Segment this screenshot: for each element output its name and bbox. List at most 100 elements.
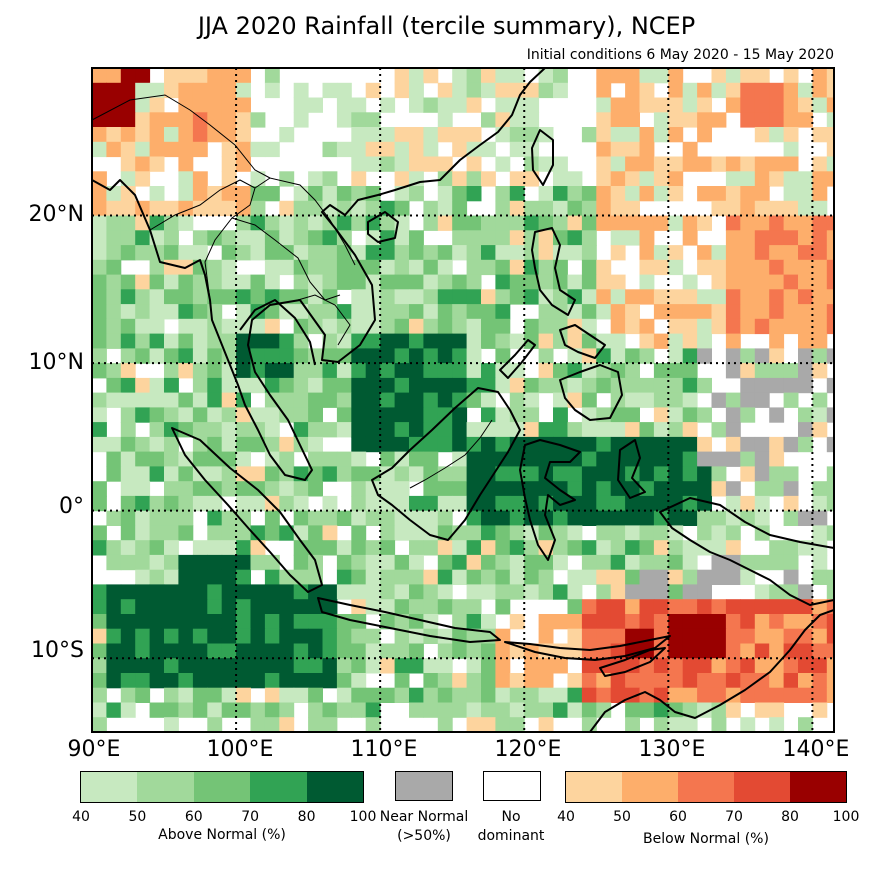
tercile-cell (769, 127, 785, 143)
tercile-cell (236, 628, 251, 644)
tercile-cell (567, 289, 583, 305)
tercile-cell (279, 451, 295, 467)
tercile-cell (783, 215, 799, 231)
tercile-cell (466, 717, 482, 732)
tercile-cell (798, 274, 813, 290)
tercile-cell (639, 614, 655, 630)
tercile-cell (682, 215, 698, 231)
tercile-cell (149, 422, 165, 438)
tercile-cell (798, 230, 813, 246)
tercile-cell (798, 171, 813, 187)
tercile-cell (322, 82, 338, 99)
tercile-cell (409, 82, 424, 99)
tercile-cell (264, 599, 280, 615)
tercile-cell (783, 599, 799, 615)
tercile-cell (538, 259, 554, 276)
tercile-cell (192, 82, 208, 99)
tercile-cell (754, 363, 770, 379)
tercile-cell (495, 156, 511, 172)
tercile-cell (279, 215, 295, 231)
tercile-cell (625, 702, 640, 718)
tercile-cell (725, 274, 741, 290)
tercile-cell (711, 673, 727, 689)
tercile-cell (437, 554, 453, 571)
tercile-cell (322, 422, 338, 438)
tercile-cell (596, 614, 612, 630)
tercile-cell (668, 569, 684, 585)
tercile-cell (164, 599, 179, 615)
lat-label-10n: 10°N (28, 350, 84, 375)
tercile-cell (682, 230, 698, 246)
tercile-cell (639, 599, 655, 615)
tercile-cell (120, 658, 136, 674)
tercile-cell (264, 614, 280, 630)
tercile-cell (553, 702, 568, 718)
tercile-cell (365, 112, 381, 128)
tercile-cell (812, 259, 828, 276)
tercile-cell (711, 687, 727, 703)
tercile-cell (149, 495, 165, 512)
tercile-cell (437, 628, 453, 644)
tercile-cell (250, 525, 266, 541)
tercile-cell (653, 436, 669, 453)
tercile-cell (668, 97, 684, 113)
tercile-cell (711, 702, 727, 718)
tercile-cell (351, 643, 367, 659)
tercile-cell (106, 274, 122, 290)
tercile-cell (812, 171, 828, 187)
coastline-mindanao (559, 364, 623, 421)
tercile-cell (668, 628, 684, 644)
tercile-cell (481, 259, 496, 276)
tercile-cell (293, 304, 309, 320)
tercile-cell (207, 363, 223, 379)
tercile-cell (538, 200, 554, 217)
tercile-cell (336, 540, 352, 556)
colorbar-tick-label: 80 (781, 809, 799, 825)
tercile-cell (524, 584, 540, 600)
tercile-cell (221, 584, 237, 600)
tercile-cell (250, 407, 266, 423)
tercile-cell (164, 510, 179, 526)
tercile-cell (538, 554, 554, 571)
tercile-cell (207, 68, 223, 84)
tercile-cell (336, 422, 352, 438)
tercile-cell (106, 584, 122, 600)
tercile-cell (653, 127, 669, 143)
tercile-cell (481, 540, 496, 556)
tercile-cell (409, 407, 424, 423)
tercile-cell (581, 599, 597, 615)
tercile-cell (509, 540, 525, 556)
tercile-cell (250, 495, 266, 512)
tercile-cell (423, 156, 439, 172)
tercile-cell (610, 363, 626, 379)
tercile-cell (106, 702, 122, 718)
tercile-cell (437, 318, 453, 335)
tercile-cell (769, 82, 785, 99)
colorbar-tick-label: 50 (613, 809, 631, 825)
tercile-cell (725, 318, 741, 335)
tercile-cell (164, 82, 179, 99)
tercile-cell (178, 451, 194, 467)
country-borders (92, 94, 493, 489)
tercile-cell (725, 333, 741, 349)
tercile-cell (639, 230, 655, 246)
tercile-cell (106, 451, 122, 467)
coastline-palawan (499, 339, 536, 379)
tercile-cell (769, 97, 785, 113)
tercile-cell (106, 230, 122, 246)
tercile-cell (481, 451, 496, 467)
tercile-cell (92, 97, 107, 113)
tercile-cell (351, 702, 367, 718)
no-dominant-label: No dominant (477, 809, 545, 844)
tercile-cell (538, 156, 554, 172)
tercile-cell (466, 614, 482, 630)
tercile-cell (279, 200, 295, 217)
tercile-cell (481, 289, 496, 305)
tercile-cell (279, 584, 295, 600)
tercile-cell (264, 658, 280, 674)
tercile-cell (812, 215, 828, 231)
tercile-cell (293, 658, 309, 674)
tercile-cell (207, 569, 223, 585)
tercile-cell (92, 717, 107, 732)
border-cambodia (297, 294, 351, 346)
